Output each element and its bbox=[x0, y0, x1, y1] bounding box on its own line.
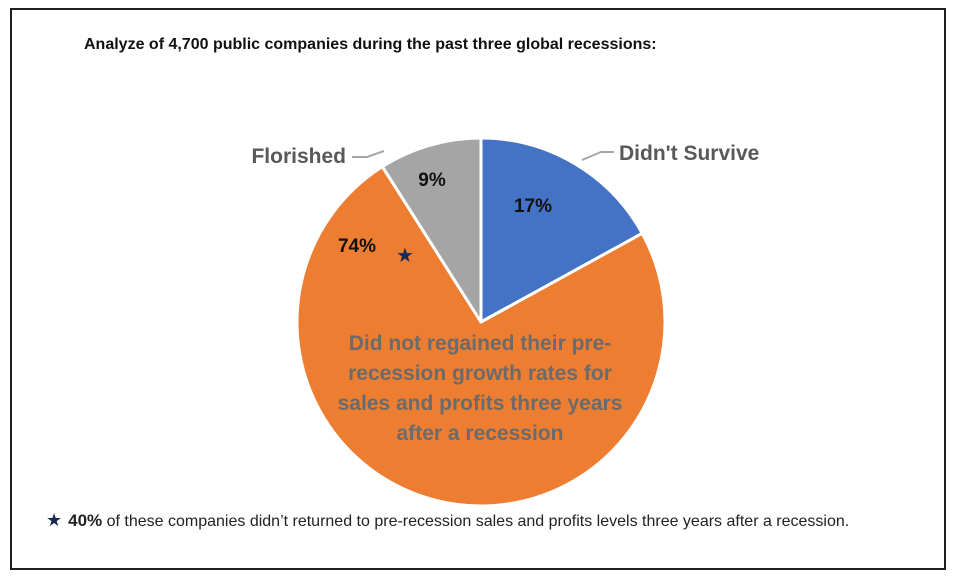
star-icon: ★ bbox=[46, 510, 63, 530]
pie-slice-2 bbox=[380, 136, 483, 324]
footnote-text: of these companies didn’t returned to pr… bbox=[102, 513, 850, 530]
pie-slice-1 bbox=[295, 165, 667, 508]
category-label-florished: Florished bbox=[251, 145, 346, 168]
footnote: ★ 40% of these companies didn’t returned … bbox=[46, 508, 906, 534]
data-label-florished: 9% bbox=[418, 170, 446, 191]
category-label-regained-line-1: recession growth rates for bbox=[348, 362, 612, 385]
category-label-regained-line-0: Did not regained their pre- bbox=[349, 332, 612, 355]
data-label-regained: 74% bbox=[338, 236, 376, 257]
category-label-regained-line-2: sales and profits three years bbox=[338, 392, 623, 415]
star-marker-icon: ★ bbox=[396, 245, 414, 267]
chart-title: Analyze of 4,700 public companies during… bbox=[84, 36, 657, 53]
data-label-didnt-survive: 17% bbox=[514, 196, 552, 217]
pie-slice-0 bbox=[479, 136, 644, 324]
category-label-didnt-survive: Didn't Survive bbox=[619, 142, 759, 165]
category-label-regained-line-3: after a recession bbox=[397, 422, 564, 445]
leader-line-didnt-survive bbox=[581, 151, 614, 161]
leader-line-florished bbox=[352, 150, 385, 158]
footnote-highlight: 40% bbox=[68, 511, 103, 530]
